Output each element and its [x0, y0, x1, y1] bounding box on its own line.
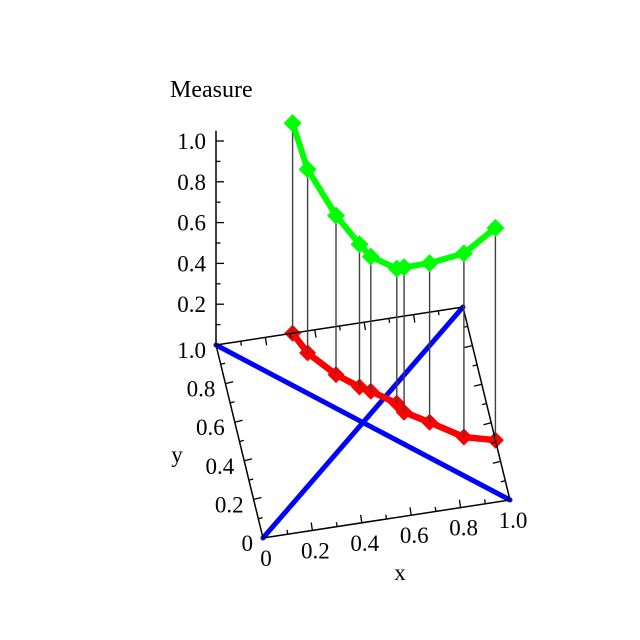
right-edge-tick	[483, 422, 492, 426]
unit-square-diagonal-2	[213, 342, 513, 503]
right-edge-tick	[481, 402, 487, 406]
y-axis-tick	[229, 401, 235, 404]
right-edge-tick	[500, 480, 506, 483]
measure-curve-line	[289, 120, 499, 272]
x-axis-tick	[385, 514, 388, 520]
drop-lines	[291, 123, 497, 441]
x-tick-label: 0.4	[350, 531, 379, 556]
measure-axis-title: Measure	[170, 77, 253, 103]
x-axis-tick	[434, 506, 437, 512]
measure-curve-marker	[395, 258, 414, 277]
z-tick-label: 0.6	[177, 211, 206, 236]
measure-curve-marker	[361, 247, 380, 266]
axis-labels: 0 0.2 0.4 0.6 0.8 1.0 0 0.2 0.4 0.6 0.8 1.0 0.2 0.4 0.…	[170, 77, 527, 585]
y-axis-tick	[258, 516, 263, 520]
top-edge-tick	[264, 337, 268, 346]
x-axis-tick	[310, 522, 314, 531]
top-edge-tick	[289, 333, 292, 339]
x-tick-label: 0.8	[449, 516, 478, 541]
x-tick-label: 0.6	[400, 523, 429, 548]
measure-curve-marker	[350, 235, 369, 254]
y-tick-label: 0.6	[196, 415, 225, 440]
x-axis-tick	[359, 514, 363, 523]
right-edge-tick	[464, 344, 473, 349]
z-tick-label: 0.4	[177, 251, 206, 276]
axes	[215, 130, 511, 539]
measure-curve-marker	[327, 206, 345, 225]
y-axis-tick	[253, 496, 262, 501]
x-tick-label: 1.0	[499, 508, 528, 533]
y-axis-tick	[234, 419, 243, 423]
x-axis-tick	[483, 499, 486, 504]
y-tick-label: 0	[242, 531, 254, 556]
x-axis-tick	[286, 529, 289, 535]
x-tick-label: 0	[260, 546, 272, 571]
y-tick-label: 0.2	[215, 492, 244, 517]
x-axis-title: x	[394, 560, 406, 585]
y-tick-label: 0.4	[205, 454, 234, 479]
y-axis-tick	[239, 439, 245, 443]
top-edge-tick	[363, 322, 367, 331]
measure-curve-marker	[420, 254, 439, 273]
right-edge-tick	[472, 364, 478, 367]
x-tick-label: 0.2	[301, 538, 330, 563]
z-tick-label: 1.0	[177, 129, 206, 154]
y-axis-tick	[244, 458, 253, 462]
z-tick-label: 0.2	[177, 292, 206, 317]
top-edge-tick	[240, 341, 243, 346]
base-projection-line	[289, 329, 499, 444]
right-edge-tick	[492, 460, 501, 464]
top-edge-tick	[412, 314, 416, 323]
x-axis-tick	[409, 507, 412, 516]
y-axis-title: y	[171, 442, 183, 467]
measure-curve-marker	[454, 244, 473, 263]
y-axis-tick	[248, 478, 254, 481]
top-edge-tick	[437, 310, 440, 316]
top-edge-tick	[314, 329, 317, 338]
right-edge-tick	[473, 383, 482, 387]
y-axis-tick	[220, 362, 226, 365]
right-edge-tick	[491, 441, 497, 444]
z-tick-label: 0.8	[177, 170, 206, 195]
measure-curve	[283, 114, 505, 278]
base-diagonals	[213, 304, 513, 541]
measure-curve-marker	[486, 219, 505, 237]
x-axis-tick	[458, 499, 462, 508]
y-axis-tick	[225, 381, 234, 385]
top-edge-tick	[388, 318, 391, 323]
x-axis-tick	[335, 522, 338, 527]
top-edge-tick	[338, 325, 341, 331]
y-tick-label: 0.8	[187, 377, 216, 402]
measure-curve-marker	[283, 114, 302, 133]
measure-curve-marker	[298, 160, 317, 179]
y-tick-label: 1.0	[177, 338, 206, 363]
